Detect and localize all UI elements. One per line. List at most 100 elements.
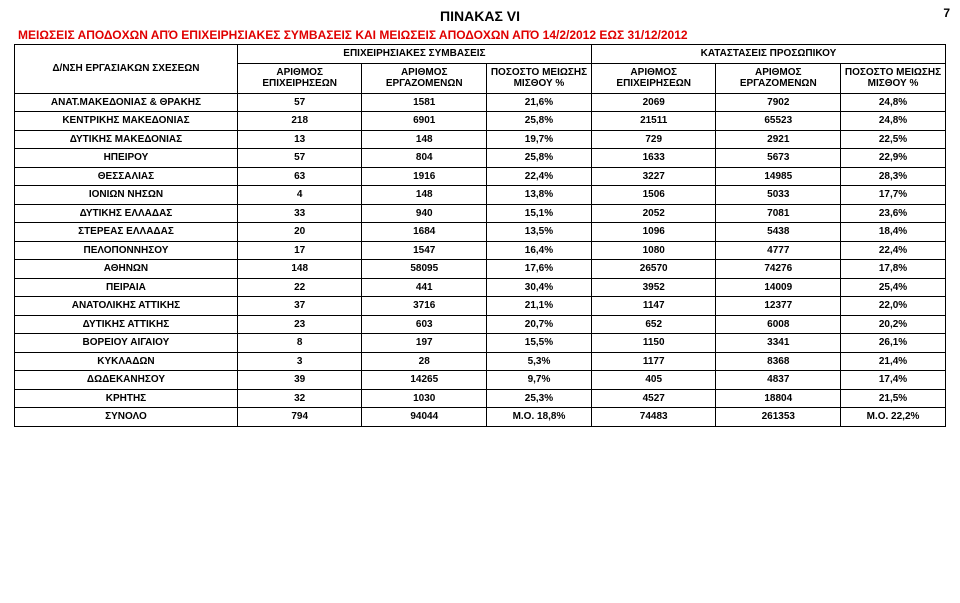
- cell-a: 63: [237, 167, 362, 186]
- cell-e: 5438: [716, 223, 841, 242]
- col-c6: ΠΟΣΟΣΤΟ ΜΕΙΩΣΗΣ ΜΙΣΘΟΥ %: [841, 63, 946, 93]
- cell-c: 17,6%: [487, 260, 592, 279]
- cell-region: ΣΥΝΟΛΟ: [15, 408, 238, 427]
- cell-a: 57: [237, 93, 362, 112]
- cell-region: ΒΟΡΕΙΟΥ ΑΙΓΑΙΟΥ: [15, 334, 238, 353]
- table-row: ΒΟΡΕΙΟΥ ΑΙΓΑΙΟΥ819715,5%1150334126,1%: [15, 334, 946, 353]
- cell-e: 8368: [716, 352, 841, 371]
- table-row: ΚΕΝΤΡΙΚΗΣ ΜΑΚΕΔΟΝΙΑΣ218690125,8%21511655…: [15, 112, 946, 131]
- page-number: 7: [943, 6, 950, 20]
- table-subtitle: ΜΕΙΩΣΕΙΣ ΑΠΟΔΟΧΩΝ ΑΠΌ ΕΠΙΧΕΙΡΗΣΙΑΚΕΣ ΣΥΜ…: [18, 28, 946, 42]
- cell-a: 13: [237, 130, 362, 149]
- cell-d: 652: [591, 315, 716, 334]
- cell-f: 21,5%: [841, 389, 946, 408]
- cell-c: 15,5%: [487, 334, 592, 353]
- cell-f: 17,8%: [841, 260, 946, 279]
- cell-a: 794: [237, 408, 362, 427]
- cell-f: 21,4%: [841, 352, 946, 371]
- cell-region: ΚΥΚΛΑΔΩΝ: [15, 352, 238, 371]
- cell-b: 804: [362, 149, 487, 168]
- cell-f: 17,4%: [841, 371, 946, 390]
- col-group-left: ΕΠΙΧΕΙΡΗΣΙΑΚΕΣ ΣΥΜΒΑΣΕΙΣ: [237, 45, 591, 64]
- cell-region: ΚΡΗΤΗΣ: [15, 389, 238, 408]
- cell-region: ΑΘΗΝΩΝ: [15, 260, 238, 279]
- cell-f: 22,0%: [841, 297, 946, 316]
- cell-f: 22,4%: [841, 241, 946, 260]
- cell-e: 5673: [716, 149, 841, 168]
- cell-e: 14009: [716, 278, 841, 297]
- cell-region: ΗΠΕΙΡΟΥ: [15, 149, 238, 168]
- table-row: ΑΘΗΝΩΝ1485809517,6%265707427617,8%: [15, 260, 946, 279]
- cell-d: 2069: [591, 93, 716, 112]
- cell-c: 22,4%: [487, 167, 592, 186]
- cell-f: 24,8%: [841, 93, 946, 112]
- cell-a: 218: [237, 112, 362, 131]
- cell-a: 37: [237, 297, 362, 316]
- cell-d: 2052: [591, 204, 716, 223]
- cell-e: 65523: [716, 112, 841, 131]
- table-row-total: ΣΥΝΟΛΟ79494044Μ.Ο. 18,8%74483261353Μ.Ο. …: [15, 408, 946, 427]
- table-row: ΣΤΕΡΕΑΣ ΕΛΛΑΔΑΣ20168413,5%1096543818,4%: [15, 223, 946, 242]
- table-row: ΑΝΑΤ.ΜΑΚΕΔΟΝΙΑΣ & ΘΡΑΚΗΣ57158121,6%20697…: [15, 93, 946, 112]
- cell-f: 22,9%: [841, 149, 946, 168]
- cell-e: 5033: [716, 186, 841, 205]
- cell-d: 4527: [591, 389, 716, 408]
- cell-c: 25,3%: [487, 389, 592, 408]
- cell-a: 39: [237, 371, 362, 390]
- cell-e: 4837: [716, 371, 841, 390]
- cell-d: 405: [591, 371, 716, 390]
- cell-region: ΠΕΙΡΑΙΑ: [15, 278, 238, 297]
- cell-d: 1506: [591, 186, 716, 205]
- cell-e: 2921: [716, 130, 841, 149]
- cell-b: 148: [362, 130, 487, 149]
- page: 7 ΠΙΝΑΚΑΣ VI ΜΕΙΩΣΕΙΣ ΑΠΟΔΟΧΩΝ ΑΠΌ ΕΠΙΧΕ…: [0, 0, 960, 603]
- col-c3: ΠΟΣΟΣΤΟ ΜΕΙΩΣΗΣ ΜΙΣΘΟΥ %: [487, 63, 592, 93]
- cell-f: 23,6%: [841, 204, 946, 223]
- cell-d: 1177: [591, 352, 716, 371]
- cell-b: 1916: [362, 167, 487, 186]
- cell-c: 9,7%: [487, 371, 592, 390]
- cell-a: 32: [237, 389, 362, 408]
- cell-region: ΑΝΑΤ.ΜΑΚΕΔΟΝΙΑΣ & ΘΡΑΚΗΣ: [15, 93, 238, 112]
- cell-d: 1147: [591, 297, 716, 316]
- cell-b: 441: [362, 278, 487, 297]
- table-row: ΚΡΗΤΗΣ32103025,3%45271880421,5%: [15, 389, 946, 408]
- table-row: ΔΥΤΙΚΗΣ ΕΛΛΑΔΑΣ3394015,1%2052708123,6%: [15, 204, 946, 223]
- cell-f: 17,7%: [841, 186, 946, 205]
- cell-region: ΙΟΝΙΩΝ ΝΗΣΩΝ: [15, 186, 238, 205]
- col-c2: ΑΡΙΘΜΟΣ ΕΡΓΑΖΟΜΕΝΩΝ: [362, 63, 487, 93]
- cell-a: 17: [237, 241, 362, 260]
- cell-region: ΑΝΑΤΟΛΙΚΗΣ ΑΤΤΙΚΗΣ: [15, 297, 238, 316]
- cell-c: 19,7%: [487, 130, 592, 149]
- table-row: ΠΕΙΡΑΙΑ2244130,4%39521400925,4%: [15, 278, 946, 297]
- cell-region: ΔΥΤΙΚΗΣ ΑΤΤΙΚΗΣ: [15, 315, 238, 334]
- cell-e: 12377: [716, 297, 841, 316]
- cell-d: 1096: [591, 223, 716, 242]
- table-row: ΠΕΛΟΠΟΝΝΗΣΟΥ17154716,4%1080477722,4%: [15, 241, 946, 260]
- cell-c: 21,6%: [487, 93, 592, 112]
- cell-b: 1547: [362, 241, 487, 260]
- cell-e: 7081: [716, 204, 841, 223]
- cell-b: 3716: [362, 297, 487, 316]
- cell-f: 22,5%: [841, 130, 946, 149]
- cell-region: ΘΕΣΣΑΛΙΑΣ: [15, 167, 238, 186]
- cell-d: 3952: [591, 278, 716, 297]
- cell-a: 4: [237, 186, 362, 205]
- table-row: ΔΩΔΕΚΑΝΗΣΟΥ39142659,7%405483717,4%: [15, 371, 946, 390]
- table-row: ΙΟΝΙΩΝ ΝΗΣΩΝ414813,8%1506503317,7%: [15, 186, 946, 205]
- cell-c: 21,1%: [487, 297, 592, 316]
- table-row: ΘΕΣΣΑΛΙΑΣ63191622,4%32271498528,3%: [15, 167, 946, 186]
- table-body: ΑΝΑΤ.ΜΑΚΕΔΟΝΙΑΣ & ΘΡΑΚΗΣ57158121,6%2069 7…: [15, 93, 946, 426]
- cell-f: Μ.Ο. 22,2%: [841, 408, 946, 427]
- cell-c: 30,4%: [487, 278, 592, 297]
- cell-f: 20,2%: [841, 315, 946, 334]
- cell-b: 58095: [362, 260, 487, 279]
- cell-e: 261353: [716, 408, 841, 427]
- cell-e: 4777: [716, 241, 841, 260]
- cell-region: ΔΥΤΙΚΗΣ ΜΑΚΕΔΟΝΙΑΣ: [15, 130, 238, 149]
- cell-region: ΣΤΕΡΕΑΣ ΕΛΛΑΔΑΣ: [15, 223, 238, 242]
- table-row: ΑΝΑΤΟΛΙΚΗΣ ΑΤΤΙΚΗΣ37371621,1%11471237722…: [15, 297, 946, 316]
- cell-b: 94044: [362, 408, 487, 427]
- cell-b: 1581: [362, 93, 487, 112]
- cell-f: 28,3%: [841, 167, 946, 186]
